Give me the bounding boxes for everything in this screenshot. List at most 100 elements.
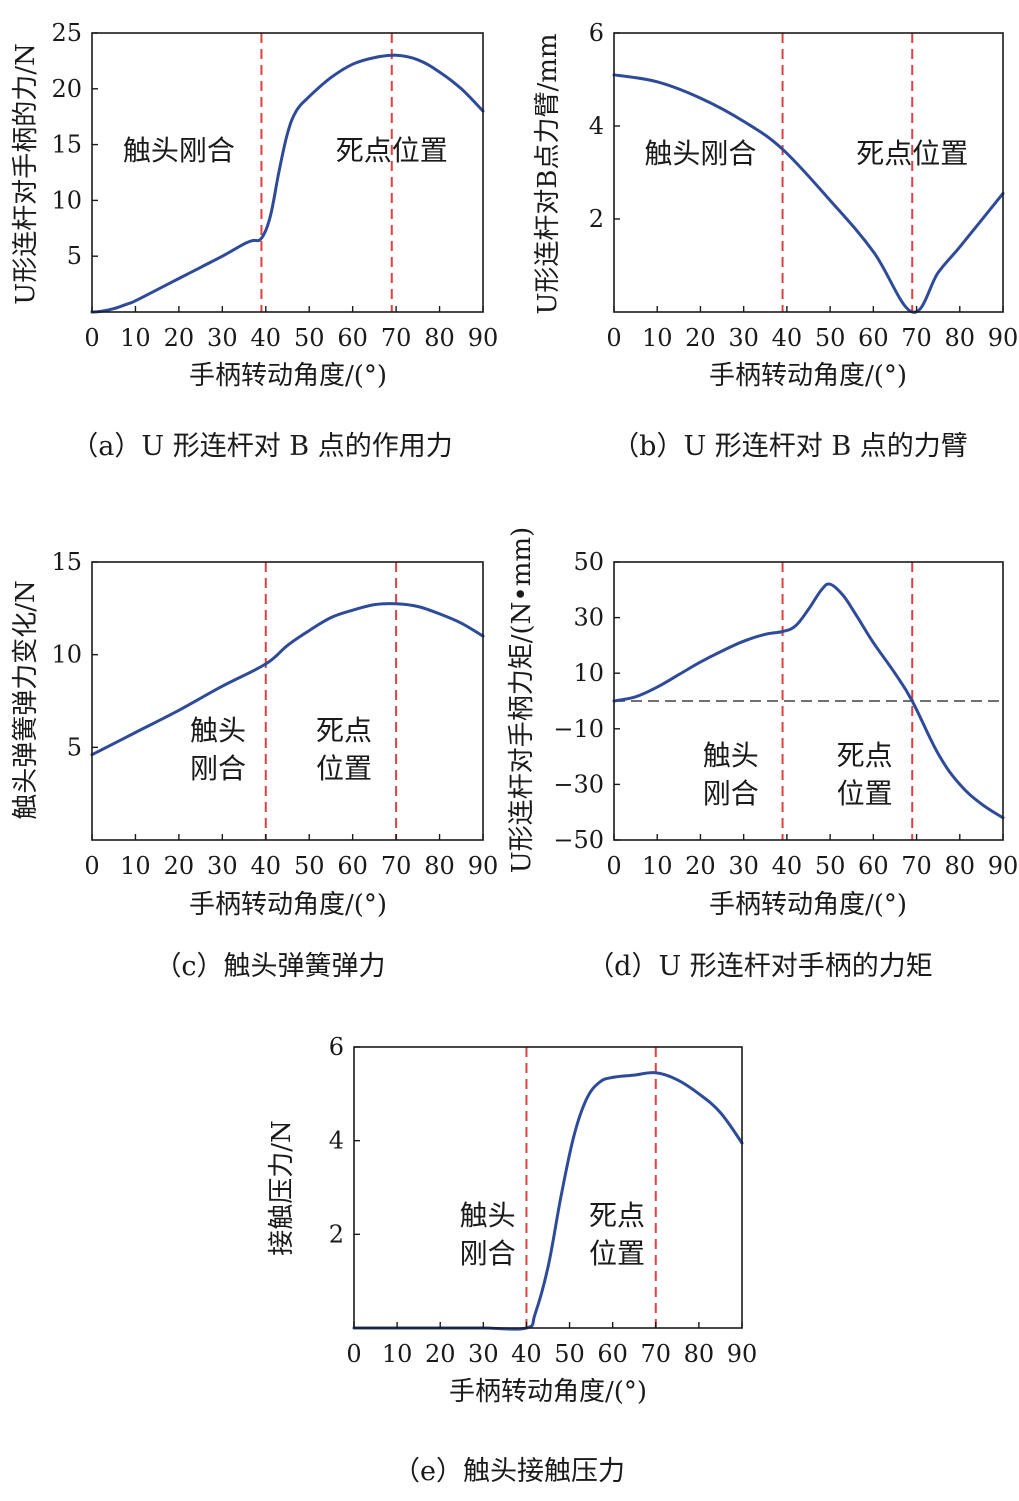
chart-e-xtick-label: 80: [684, 1340, 715, 1368]
chart-d-xtick-label: 80: [945, 852, 976, 880]
chart-c-xtick-label: 50: [294, 852, 325, 880]
chart-c-xtick-label: 10: [120, 852, 151, 880]
chart-e-caption: （e）触头接触压力: [393, 1456, 625, 1487]
chart-b-xtick-label: 10: [642, 324, 673, 352]
chart-a-xtick-label: 90: [468, 324, 499, 352]
chart-a-ytick-label: 25: [51, 19, 82, 47]
chart-e-frame: [353, 1046, 743, 1329]
chart-d-series-0: [612, 582, 1005, 820]
chart-e-xtick-label: 40: [511, 1340, 542, 1368]
chart-b-xtick-label: 60: [858, 324, 889, 352]
chart-d-xtick-label: 70: [901, 852, 932, 880]
chart-c-xlabel: 手柄转动角度/(°): [189, 890, 387, 920]
chart-c-xtick-label: 30: [207, 852, 238, 880]
chart-e-region-label: 死点位置: [589, 1199, 645, 1270]
chart-d-caption: （d）U 形连杆对手柄的力矩: [587, 951, 933, 982]
chart-c-xtick-label: 70: [381, 852, 412, 880]
chart-d-ytick-label: −50: [553, 826, 604, 854]
chart-e-xtick-label: 50: [554, 1340, 585, 1368]
chart-e-xtick-label: 70: [641, 1340, 672, 1368]
chart-b-xtick-label: 0: [606, 324, 621, 352]
chart-e-xtick-label: 30: [468, 1340, 499, 1368]
chart-c-xtick-label: 40: [251, 852, 282, 880]
chart-e-region-label: 触头刚合: [460, 1199, 516, 1270]
chart-c-caption: （c）触头弹簧弹力: [154, 951, 385, 982]
chart-d-ytick-label: 50: [573, 548, 604, 576]
chart-c: 0 10 20 30 40 50 60 70 80 90 5 10 15 触头刚合 死点位置手柄转动角度/(…: [11, 548, 498, 982]
chart-b-region-label: 死点位置: [856, 137, 968, 170]
chart-c-xtick-label: 90: [468, 852, 499, 880]
chart-d-region-label: 死点位置: [837, 739, 893, 810]
chart-d-xtick-label: 30: [728, 852, 759, 880]
chart-e-xtick-label: 60: [597, 1340, 628, 1368]
chart-b-xtick-label: 40: [772, 324, 803, 352]
chart-c-xtick-label: 20: [164, 852, 195, 880]
chart-c-region-label: 触头刚合: [190, 714, 246, 785]
chart-b-frame: [613, 32, 1004, 313]
chart-a-ytick-label: 5: [67, 242, 82, 270]
chart-b-xtick-label: 30: [728, 324, 759, 352]
chart-d-ytick-label: −10: [553, 715, 604, 743]
chart-b-xlabel: 手柄转动角度/(°): [709, 361, 907, 391]
chart-b-xtick-label: 20: [685, 324, 716, 352]
chart-e-ytick-label: 6: [329, 1033, 344, 1061]
chart-a-xtick-label: 50: [294, 324, 325, 352]
chart-a-xtick-label: 0: [84, 324, 99, 352]
chart-c-ylabel: 触头弹簧弹力变化/N: [11, 580, 41, 820]
chart-a-frame: [91, 32, 484, 313]
chart-a-region-label: 死点位置: [336, 134, 448, 167]
chart-b-xtick-label: 80: [945, 324, 976, 352]
chart-d-xlabel: 手柄转动角度/(°): [709, 890, 907, 920]
chart-d-frame: [613, 561, 1004, 841]
chart-a-xtick-label: 60: [337, 324, 368, 352]
chart-e-series-0: [352, 1071, 744, 1331]
chart-d-ylabel: U形连杆对手柄力矩/(N•mm): [507, 527, 537, 873]
chart-a-xtick-label: 80: [424, 324, 455, 352]
chart-e-xtick-label: 20: [425, 1340, 456, 1368]
chart-d-xtick-label: 90: [988, 852, 1019, 880]
chart-b-ylabel: U形连杆对B点力臂/mm: [533, 33, 563, 314]
chart-e-xtick-label: 90: [727, 1340, 758, 1368]
chart-d-ytick-label: −30: [553, 770, 604, 798]
chart-a-xtick-label: 10: [120, 324, 151, 352]
chart-b-xtick-label: 50: [815, 324, 846, 352]
chart-c-ytick-label: 15: [51, 548, 82, 576]
chart-b-ytick-label: 4: [589, 112, 604, 140]
chart-b-ytick-label: 2: [589, 205, 604, 233]
chart-d-xtick-label: 10: [642, 852, 673, 880]
chart-b-xtick-label: 70: [901, 324, 932, 352]
chart-b-region-label: 触头刚合: [644, 137, 756, 170]
chart-d-xtick-label: 40: [772, 852, 803, 880]
chart-e-xtick-label: 10: [382, 1340, 413, 1368]
chart-b-ytick-label: 6: [589, 19, 604, 47]
chart-e-ytick-label: 2: [329, 1220, 344, 1248]
chart-a-region-label: 触头刚合: [123, 134, 235, 167]
chart-b-series-0: [612, 73, 1005, 314]
chart-d-ytick-label: 10: [573, 659, 604, 687]
chart-a-caption: （a）U 形连杆对 B 点的作用力: [71, 431, 452, 462]
chart-e-xlabel: 手柄转动角度/(°): [449, 1377, 647, 1407]
chart-c-frame: [91, 561, 484, 841]
chart-c-xtick-label: 0: [84, 852, 99, 880]
chart-d-xtick-label: 0: [606, 852, 621, 880]
chart-d-region-label: 触头刚合: [703, 739, 759, 810]
chart-a-xtick-label: 30: [207, 324, 238, 352]
chart-a-ylabel: U形连杆对手柄的力/N: [11, 43, 41, 304]
chart-b: 0 10 20 30 40 50 60 70 80 90 2 4 6 触头刚合 死点位置手柄转动角度/(°)…: [533, 19, 1018, 462]
chart-e-ylabel: 接触压力/N: [267, 1120, 297, 1256]
chart-e-ytick-label: 4: [329, 1127, 344, 1155]
chart-a-xtick-label: 70: [381, 324, 412, 352]
chart-e: 0 10 20 30 40 50 60 70 80 90 2 4 6 触头刚合 死点位置手柄转动角度/(°)…: [267, 1033, 757, 1487]
chart-d-xtick-label: 20: [685, 852, 716, 880]
chart-b-xtick-label: 90: [988, 324, 1019, 352]
chart-c-ytick-label: 5: [67, 733, 82, 761]
chart-c-region-label: 死点位置: [316, 714, 372, 785]
chart-e-xtick-label: 0: [346, 1340, 361, 1368]
chart-c-xtick-label: 80: [424, 852, 455, 880]
chart-a-xtick-label: 40: [251, 324, 282, 352]
chart-a-series-0: [90, 53, 485, 314]
chart-a-ytick-label: 10: [51, 186, 82, 214]
chart-c-xtick-label: 60: [337, 852, 368, 880]
